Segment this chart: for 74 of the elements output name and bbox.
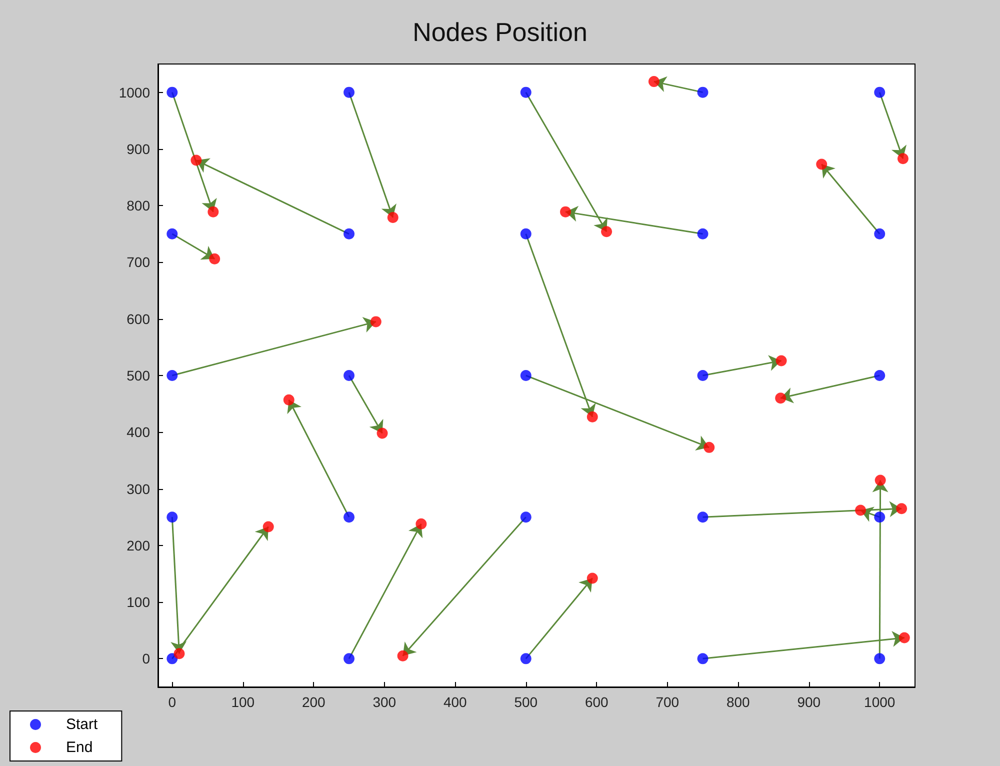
point — [520, 228, 532, 240]
y-tick-label: 600 — [126, 310, 150, 327]
point — [166, 86, 178, 98]
point — [166, 370, 178, 381]
point — [166, 228, 178, 240]
x-tick-label: 300 — [372, 694, 396, 710]
x-tick-label: 1000 — [864, 694, 896, 710]
point — [174, 648, 185, 660]
x-tick-label: 900 — [797, 694, 821, 710]
point — [190, 154, 202, 166]
point — [376, 428, 388, 439]
point — [560, 206, 572, 218]
point — [874, 474, 886, 486]
point — [520, 512, 532, 523]
point — [387, 212, 398, 223]
point — [283, 394, 294, 406]
x-tick-label: 0 — [168, 694, 176, 710]
point — [586, 572, 598, 584]
point — [874, 653, 886, 664]
x-tick-label: 400 — [443, 694, 468, 710]
y-tick-label: 300 — [126, 480, 150, 497]
point — [416, 518, 427, 530]
x-tick-label: 100 — [231, 694, 255, 710]
y-tick-label: 100 — [126, 594, 150, 610]
y-tick-label: 900 — [126, 140, 150, 157]
legend-label: Start — [66, 716, 99, 733]
y-tick-label: 0 — [142, 650, 150, 667]
point — [344, 512, 355, 523]
point — [344, 86, 355, 98]
point — [816, 158, 828, 170]
point — [166, 512, 178, 523]
point — [704, 442, 715, 453]
y-tick-label: 800 — [126, 198, 150, 214]
point — [697, 512, 708, 523]
point — [874, 228, 886, 240]
point — [601, 226, 612, 238]
y-tick-label: 1000 — [118, 84, 150, 100]
x-tick-label: 600 — [584, 694, 609, 710]
point — [874, 512, 886, 523]
x-tick-label: 200 — [302, 694, 326, 710]
point — [344, 370, 355, 381]
point — [697, 86, 708, 98]
y-tick-label: 700 — [126, 254, 150, 270]
x-tick-label: 500 — [514, 694, 538, 710]
point — [648, 76, 660, 88]
point — [898, 632, 910, 644]
point — [208, 206, 219, 218]
x-tick-label: 800 — [726, 694, 750, 710]
point — [697, 653, 708, 664]
point — [586, 411, 598, 422]
point — [897, 153, 908, 164]
point — [344, 228, 355, 240]
point — [520, 370, 532, 381]
point — [262, 521, 274, 532]
point — [896, 503, 908, 514]
point — [776, 355, 787, 366]
legend-label: End — [66, 739, 93, 756]
y-tick-label: 500 — [126, 368, 150, 384]
point — [855, 504, 866, 516]
point — [697, 228, 708, 240]
y-tick-label: 400 — [126, 424, 150, 440]
point — [520, 653, 532, 664]
point — [874, 370, 886, 381]
point — [520, 86, 532, 98]
point — [775, 392, 786, 404]
point — [697, 370, 708, 381]
point — [370, 316, 382, 328]
point — [209, 253, 220, 264]
chart-title: Nodes Position — [412, 17, 588, 47]
point — [397, 650, 408, 662]
y-tick-label: 200 — [126, 537, 150, 554]
point — [344, 653, 355, 664]
x-tick-label: 700 — [656, 694, 680, 710]
point — [874, 86, 886, 98]
